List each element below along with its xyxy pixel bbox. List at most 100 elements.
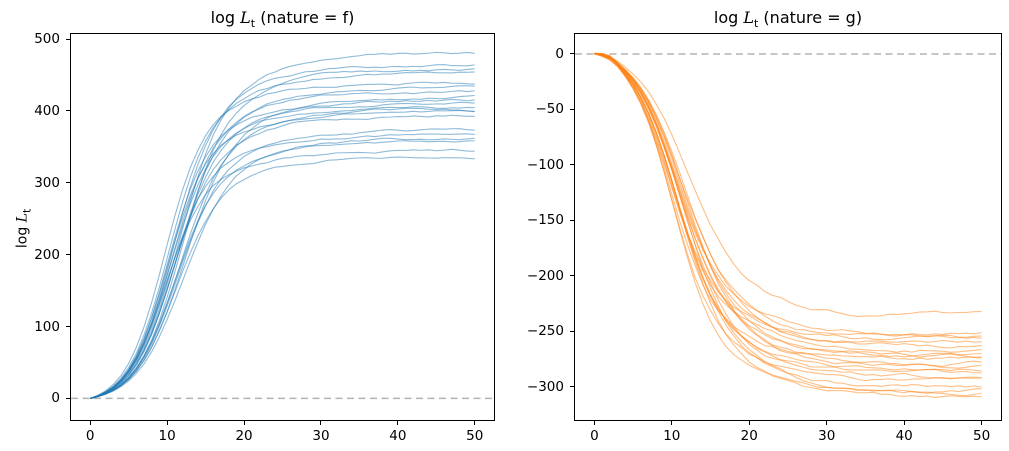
trajectory-line [594, 53, 982, 336]
title-log-text: log [210, 8, 241, 27]
trajectory-line [594, 52, 982, 374]
trajectory-line [594, 53, 982, 388]
y-tick-mark [66, 326, 70, 328]
line-chart-g [575, 52, 1001, 399]
x-tick-label: 20 [740, 428, 758, 444]
plot-area-nature-g [574, 33, 1002, 421]
y-tick-label: −250 [526, 323, 564, 340]
y-tick-label: 0 [51, 390, 60, 407]
trajectory-line [90, 133, 475, 399]
line-chart-f [71, 51, 494, 400]
title-var: L [240, 8, 251, 27]
x-tick-label: 50 [973, 428, 991, 444]
x-tick-label: 30 [818, 428, 836, 444]
trajectory-line [594, 52, 982, 399]
trajectory-line [594, 53, 982, 367]
trajectory-line [90, 148, 475, 399]
x-tick-label: 50 [466, 428, 484, 444]
y-tick-mark [66, 254, 70, 256]
x-tick-mark [166, 421, 168, 425]
trajectory-line [594, 52, 982, 349]
title-rest: (nature = f) [255, 8, 355, 27]
ylabel-subscript: t [20, 208, 34, 214]
x-tick-mark [748, 421, 750, 425]
x-tick-mark [671, 421, 673, 425]
ylabel-log-text: log [14, 222, 31, 249]
y-tick-mark [570, 53, 574, 55]
trajectory-line [90, 81, 475, 399]
x-tick-mark [981, 421, 983, 425]
y-tick-label: −200 [526, 267, 564, 284]
y-tick-mark [66, 38, 70, 40]
title-subscript: t [250, 17, 256, 31]
trajectory-line [90, 128, 475, 399]
x-tick-mark [593, 421, 595, 425]
x-tick-mark [89, 421, 91, 425]
x-tick-mark [826, 421, 828, 425]
title-var: L [743, 8, 755, 27]
x-tick-mark [243, 421, 245, 425]
trajectory-line [594, 52, 982, 372]
trajectory-line [594, 53, 982, 358]
x-tick-mark [474, 421, 476, 425]
x-tick-label: 20 [235, 428, 253, 444]
trajectory-line [90, 68, 475, 399]
y-tick-label: −100 [526, 156, 564, 173]
trajectory-line [594, 53, 982, 369]
y-tick-mark [570, 275, 574, 277]
x-tick-mark [320, 421, 322, 425]
y-tick-mark [66, 397, 70, 399]
y-tick-mark [66, 110, 70, 112]
trajectory-line [594, 53, 982, 379]
trajectory-line [594, 52, 982, 394]
trajectory-line [594, 53, 982, 318]
trajectory-line [594, 53, 982, 343]
trajectory-line [594, 52, 982, 341]
y-tick-mark [570, 219, 574, 221]
y-tick-label: 500 [34, 31, 60, 48]
trajectory-line [90, 137, 475, 399]
plot-title-nature-g: log Lt (nature = g) [574, 8, 1002, 34]
y-tick-label: 300 [34, 174, 60, 191]
trajectory-line [594, 52, 982, 360]
trajectory-line [90, 71, 475, 399]
x-tick-label: 10 [158, 428, 176, 444]
y-tick-mark [570, 386, 574, 388]
x-tick-label: 0 [590, 428, 599, 444]
trajectory-line [90, 114, 475, 399]
y-tick-label: 100 [34, 318, 60, 335]
trajectory-line [90, 90, 475, 399]
title-subscript: t [754, 17, 759, 31]
trajectory-line [594, 52, 982, 353]
plot-title-nature-f: log Lt (nature = f) [70, 8, 495, 34]
y-tick-mark [570, 330, 574, 332]
x-tick-mark [397, 421, 399, 425]
y-tick-label: 0 [555, 45, 564, 62]
x-tick-label: 30 [312, 428, 330, 444]
trajectory-line [90, 101, 475, 399]
trajectory-line [594, 53, 982, 397]
y-tick-mark [570, 108, 574, 110]
trajectory-line [594, 53, 982, 339]
y-tick-label: −150 [526, 212, 564, 229]
x-tick-label: 0 [85, 428, 95, 444]
plot-area-nature-f [70, 33, 495, 421]
y-tick-label: −300 [526, 378, 564, 395]
trajectory-line [90, 51, 475, 399]
y-tick-label: −50 [535, 101, 565, 118]
x-tick-label: 40 [895, 428, 913, 444]
trajectory-line [90, 109, 475, 399]
y-tick-mark [570, 164, 574, 166]
x-tick-label: 40 [389, 428, 407, 444]
x-tick-label: 10 [663, 428, 681, 444]
ylabel-var: L [14, 213, 31, 223]
title-rest: (nature = g) [758, 8, 863, 27]
y-tick-mark [66, 182, 70, 184]
title-log-text: log [713, 8, 744, 27]
trajectory-line [90, 140, 475, 399]
x-tick-mark [903, 421, 905, 425]
y-tick-label: 400 [34, 102, 60, 119]
y-tick-label: 200 [34, 246, 60, 263]
trajectory-line [90, 156, 475, 399]
